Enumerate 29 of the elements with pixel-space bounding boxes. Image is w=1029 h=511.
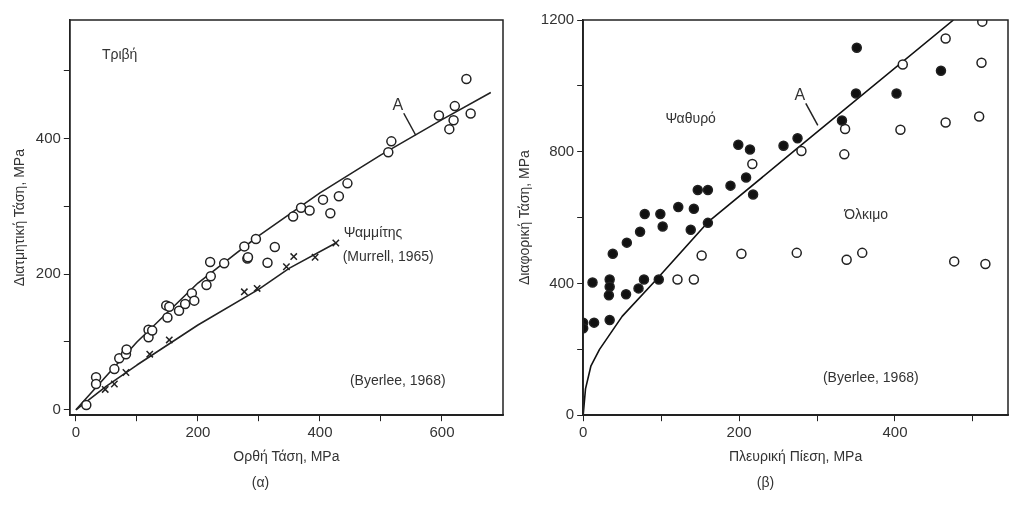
- x-tick-label: 0: [579, 423, 588, 441]
- x-tick-label: 200: [726, 423, 752, 441]
- y-tick-label: 1200: [540, 10, 575, 28]
- y-tick-label: 400: [35, 128, 61, 146]
- x-tick-label: 0: [71, 423, 81, 441]
- y-tick-label: 0: [565, 405, 575, 423]
- annotation: (Murrell, 1965): [342, 247, 434, 264]
- x-tick-label: 400: [307, 423, 333, 441]
- y-tick-label: 0: [52, 399, 61, 417]
- annotation: A: [392, 95, 404, 113]
- x-axis-title: Πλευρική Πίεση, MPa: [728, 448, 863, 465]
- annotation: Ψαμμίτης: [343, 224, 403, 241]
- annotation: Ψαθυρό: [665, 109, 717, 126]
- text: (β): [755, 474, 776, 490]
- y-tick-label: 200: [35, 264, 61, 282]
- annotation: (Byerlee, 1968): [822, 369, 919, 386]
- x-axis-title: Ορθή Τάση, MPa: [233, 448, 340, 465]
- y-tick-label: 400: [549, 273, 575, 291]
- annotation: Τριβή: [101, 46, 138, 63]
- x-tick-label: 200: [185, 423, 211, 441]
- y-axis-title: Διατμητική Τάση, MPa: [11, 148, 28, 287]
- annotation: Όλκιμο: [843, 206, 889, 223]
- annotation: A: [794, 85, 806, 103]
- x-tick-label: 600: [429, 423, 455, 441]
- x-tick-label: 400: [882, 423, 908, 441]
- y-tick-label: 800: [549, 141, 575, 159]
- annotation: (Byerlee, 1968): [349, 372, 446, 389]
- text: (α): [250, 474, 271, 490]
- y-axis-title: Διαφορική Τάση, MPa: [516, 149, 533, 286]
